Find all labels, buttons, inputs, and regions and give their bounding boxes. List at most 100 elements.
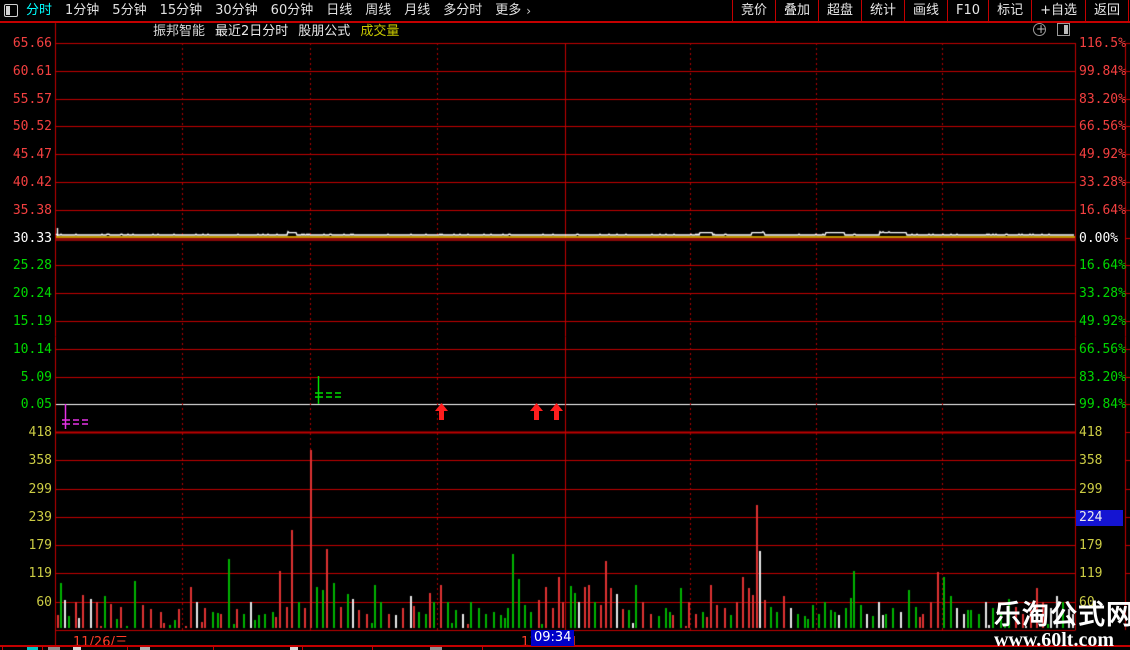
- percent-axis-label: 116.5%: [1079, 35, 1126, 51]
- status-bar-fragment: [302, 647, 303, 650]
- volume-axis-label: 239: [28, 509, 52, 525]
- percent-axis-label: 49.92%: [1079, 313, 1126, 329]
- status-bar-fragment: [2, 647, 3, 650]
- percent-axis-label: 0.00%: [1079, 230, 1119, 246]
- status-bar-fragment: [213, 647, 214, 650]
- status-bar-fragment: [48, 647, 60, 650]
- volume-axis-label: 119: [1079, 565, 1103, 581]
- watermark: 乐淘公式网 www.60lt.com: [994, 600, 1130, 650]
- period-tab-8[interactable]: 月线: [404, 3, 431, 18]
- volume-axis-label: 299: [1079, 481, 1103, 497]
- percent-axis-label: 49.92%: [1079, 146, 1126, 162]
- period-tab-0[interactable]: 分时: [26, 3, 53, 18]
- menu-bar: 分时 1分钟 5分钟 15分钟 30分钟 60分钟 日线 周线 月线 多分时 更多 › 竞价 叠加 超盘统…: [0, 0, 1130, 23]
- toolbar-button-0[interactable]: 竞价: [731, 0, 775, 21]
- layout-toggle-icon[interactable]: [4, 4, 18, 17]
- period-tab-7[interactable]: 周线: [365, 3, 392, 18]
- period-tab-9[interactable]: 多分时: [443, 3, 483, 18]
- split-view-icon[interactable]: [1057, 23, 1070, 36]
- period-tab-2[interactable]: 5分钟: [112, 3, 147, 18]
- volume-axis-label: 119: [28, 565, 52, 581]
- flag-magenta-annotation[interactable]: [61, 402, 91, 435]
- watermark-site-url: www.60lt.com: [994, 629, 1114, 650]
- percent-axis-label: 66.56%: [1079, 118, 1126, 134]
- percent-axis-label: 33.28%: [1079, 174, 1126, 190]
- indicator-name-label[interactable]: 成交量: [360, 24, 400, 39]
- status-bar-fragment: [140, 647, 150, 650]
- period-tab-10[interactable]: 更多: [495, 3, 522, 18]
- period-tab-3[interactable]: 15分钟: [159, 3, 203, 18]
- percent-axis-label: 83.20%: [1079, 91, 1126, 107]
- volume-axis-label: 60: [36, 594, 52, 610]
- volume-axis-label: 418: [28, 424, 52, 440]
- price-axis-label: 10.14: [12, 341, 52, 357]
- toolbar-button-5[interactable]: F10: [947, 0, 988, 21]
- status-bar-fragment: [482, 647, 483, 650]
- status-bar-fragment: [372, 647, 373, 650]
- watermark-site-name: 乐淘公式网: [994, 600, 1130, 631]
- price-axis-label: 40.42: [12, 174, 52, 190]
- volume-axis-label: 358: [28, 452, 52, 468]
- price-axis-label: 30.33: [12, 230, 52, 246]
- status-bar-fragment: [127, 647, 128, 650]
- price-axis-label: 35.38: [12, 202, 52, 218]
- period-tab-5[interactable]: 60分钟: [270, 3, 314, 18]
- period-tab-6[interactable]: 日线: [326, 3, 353, 18]
- price-axis-label: 60.61: [12, 63, 52, 79]
- volume-axis-label: 358: [1079, 452, 1103, 468]
- toolbar-button-2[interactable]: 超盘: [817, 0, 861, 21]
- percent-axis-label: 99.84%: [1079, 63, 1126, 79]
- status-bar-fragment: [42, 647, 43, 650]
- volume-axis-label: 418: [1079, 424, 1103, 440]
- percent-axis-label: 83.20%: [1079, 369, 1126, 385]
- period-tab-1[interactable]: 1分钟: [65, 3, 100, 18]
- status-bar-fragment: [73, 647, 81, 650]
- volume-axis-label: 299: [28, 481, 52, 497]
- formula-name-label: 股朋公式: [298, 24, 351, 39]
- status-bar-fragment: [290, 647, 298, 650]
- chart-corner-controls: [1033, 22, 1070, 37]
- price-axis-label: 0.05: [20, 396, 52, 412]
- period-tabs: 分时 1分钟 5分钟 15分钟 30分钟 60分钟 日线 周线 月线 多分时 更多 ›: [26, 0, 531, 21]
- price-axis-label: 15.19: [12, 313, 52, 329]
- zoom-in-icon[interactable]: [1033, 22, 1046, 37]
- up-arrow-marker[interactable]: [530, 403, 543, 420]
- up-arrow-marker[interactable]: [435, 403, 448, 420]
- view-mode-label: 最近2日分时: [215, 24, 289, 39]
- toolbar-button-8[interactable]: 返回: [1084, 0, 1129, 21]
- volume-axis-label: 179: [28, 537, 52, 553]
- price-axis-label: 65.66: [12, 35, 52, 51]
- crosshair-time-badge: 09:34: [531, 630, 575, 646]
- up-arrow-marker[interactable]: [550, 403, 563, 420]
- percent-axis-label: 33.28%: [1079, 285, 1126, 301]
- toolbar-button-3[interactable]: 统计: [861, 0, 904, 21]
- current-volume-badge: 224: [1076, 509, 1123, 526]
- status-bar-fragment: [430, 647, 442, 650]
- toolbar-button-7[interactable]: +自选: [1031, 0, 1085, 21]
- percent-axis-label: 16.64%: [1079, 202, 1126, 218]
- chart-title-bar: 振邦智能 最近2日分时 股朋公式 成交量: [153, 24, 399, 39]
- toolbar-buttons: 竞价 叠加 超盘 统计 画线 F10 标记 +自选 返回: [731, 0, 1129, 21]
- status-bar-fragment: [27, 647, 38, 650]
- period-tab-4[interactable]: 30分钟: [215, 3, 258, 18]
- percent-axis-label: 99.84%: [1079, 396, 1126, 412]
- price-axis-label: 50.52: [12, 118, 52, 134]
- stock-name: 振邦智能: [153, 24, 206, 39]
- toolbar-button-6[interactable]: 标记: [988, 0, 1031, 21]
- toolbar-button-4[interactable]: 画线: [904, 0, 947, 21]
- status-bar-clipped: [0, 645, 1130, 650]
- price-axis-label: 45.47: [12, 146, 52, 162]
- percent-axis-label: 66.56%: [1079, 341, 1126, 357]
- volume-axis-label: 179: [1079, 537, 1103, 553]
- percent-axis-label: 16.64%: [1079, 257, 1126, 273]
- flag-green-annotation[interactable]: [314, 374, 344, 410]
- price-axis-label: 25.28: [12, 257, 52, 273]
- price-axis-label: 55.57: [12, 91, 52, 107]
- toolbar-button-1[interactable]: 叠加: [774, 0, 818, 21]
- price-axis-label: 5.09: [20, 369, 52, 385]
- volume-axis-label: 60: [1079, 594, 1095, 610]
- chevron-right-icon: ›: [526, 3, 532, 18]
- price-axis-label: 20.24: [12, 285, 52, 301]
